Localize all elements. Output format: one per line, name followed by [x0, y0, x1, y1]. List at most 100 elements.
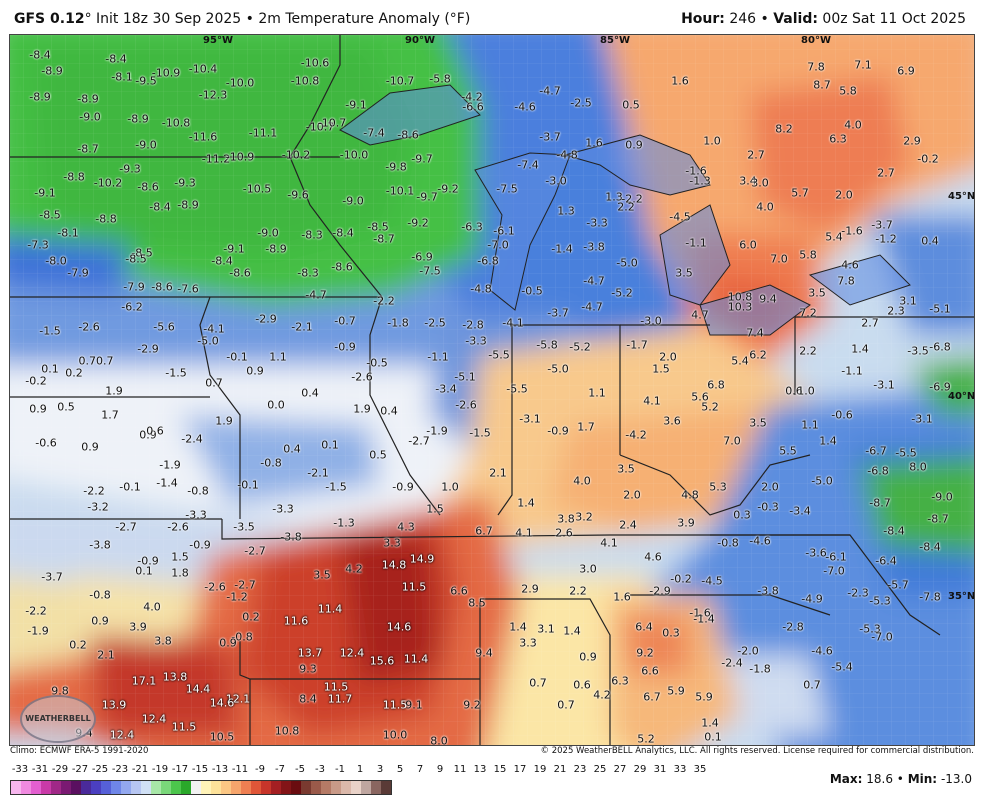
anomaly-value: -9.8: [385, 160, 407, 174]
longitude-label: 90°W: [405, 35, 435, 46]
anomaly-value: 2.4: [619, 518, 637, 532]
anomaly-value: -0.1: [226, 350, 248, 364]
anomaly-value: -1.6: [841, 224, 863, 238]
colorbar-swatch: [11, 781, 21, 794]
anomaly-value: 3.5: [749, 416, 767, 430]
anomaly-value: -8.7: [373, 232, 395, 246]
anomaly-value: 7.1: [854, 58, 872, 72]
colorbar-label: -25: [91, 764, 109, 775]
anomaly-value: -11.1: [248, 126, 278, 140]
anomaly-value: -0.5: [521, 284, 543, 298]
anomaly-value: -2.0: [737, 644, 759, 658]
anomaly-value: -3.0: [640, 314, 662, 328]
anomaly-value: 7.0: [723, 434, 741, 448]
colorbar-label: -31: [31, 764, 49, 775]
copyright-note: © 2025 WeatherBELL Analytics, LLC. All r…: [540, 746, 974, 756]
anomaly-value: -0.8: [717, 536, 739, 550]
anomaly-value: -3.7: [539, 130, 561, 144]
anomaly-value: 0.4: [301, 386, 319, 400]
valid-time: Hour: 246 • Valid: 00z Sat 11 Oct 2025: [681, 11, 966, 27]
anomaly-value: 3.3: [519, 636, 537, 650]
colorbar-label: 7: [416, 764, 424, 775]
anomaly-value: -9.5: [135, 74, 157, 88]
anomaly-value: -7.5: [419, 264, 441, 278]
anomaly-value: -5.8: [429, 72, 451, 86]
weatherbell-logo: WEATHERBELL: [20, 695, 96, 743]
anomaly-value: -1.1: [427, 350, 449, 364]
anomaly-value: -0.3: [757, 500, 779, 514]
anomaly-value: 5.9: [667, 684, 685, 698]
anomaly-value: 13.8: [162, 670, 188, 684]
anomaly-value: -3.3: [185, 508, 207, 522]
anomaly-map: 95°W 90°W 85°W 80°W 45°N 40°N 35°N -8.4 -8.4 -8…: [9, 34, 975, 746]
anomaly-value: -10.6: [300, 56, 330, 70]
anomaly-value: 9.4: [475, 646, 493, 660]
colorbar-swatch: [51, 781, 61, 794]
anomaly-value: -7.4: [363, 126, 385, 140]
valid-value: 00z Sat 11 Oct 2025: [822, 11, 966, 27]
anomaly-value: 14.8: [381, 558, 407, 572]
anomaly-value: 8.0: [909, 460, 927, 474]
anomaly-value: 3.0: [579, 562, 597, 576]
colorbar-label: -27: [71, 764, 89, 775]
anomaly-value: -2.1: [307, 466, 329, 480]
anomaly-value: 14.6: [386, 620, 412, 634]
anomaly-value: 3.8: [557, 512, 575, 526]
anomaly-value: -10.7: [385, 74, 415, 88]
anomaly-value: -8.6: [331, 260, 353, 274]
anomaly-value: 10.8: [727, 290, 753, 304]
anomaly-field: [10, 35, 974, 745]
anomaly-value: -6.1: [493, 224, 515, 238]
valid-label: Valid:: [773, 11, 818, 27]
anomaly-value: 0.4: [380, 404, 398, 418]
anomaly-value: -10.9: [225, 150, 255, 164]
anomaly-value: -8.5: [39, 208, 61, 222]
anomaly-value: 0.1: [321, 438, 339, 452]
anomaly-value: 0.2: [69, 638, 87, 652]
anomaly-value: -0.8: [231, 630, 253, 644]
anomaly-value: -2.9: [649, 584, 671, 598]
colorbar-strip: [10, 780, 392, 795]
anomaly-value: -6.8: [477, 254, 499, 268]
anomaly-value: 10.8: [274, 724, 300, 738]
anomaly-value: -3.7: [547, 306, 569, 320]
colorbar-swatch: [21, 781, 31, 794]
colorbar-labels: -33 -31 -29 -27 -25 -23 -21 -19 -17 -15 -13 -11 -9 -7…: [10, 764, 710, 778]
anomaly-value: -4.6: [811, 644, 833, 658]
anomaly-value: -4.7: [539, 84, 561, 98]
colorbar-label: 23: [573, 764, 587, 775]
anomaly-value: -0.7: [334, 314, 356, 328]
anomaly-value: 2.2: [617, 200, 635, 214]
anomaly-value: -9.6: [287, 188, 309, 202]
anomaly-value: 3.5: [675, 266, 693, 280]
anomaly-value: 1.6: [671, 74, 689, 88]
anomaly-value: -1.5: [39, 324, 61, 338]
colorbar-swatch: [241, 781, 251, 794]
anomaly-value: -2.6: [78, 320, 100, 334]
anomaly-value: -1.2: [875, 232, 897, 246]
anomaly-value: -9.0: [342, 194, 364, 208]
anomaly-value: -8.4: [883, 524, 905, 538]
anomaly-value: -8.0: [45, 254, 67, 268]
longitude-label: 95°W: [203, 35, 233, 46]
anomaly-value: -7.0: [487, 238, 509, 252]
anomaly-value: -8.7: [927, 512, 949, 526]
anomaly-value: -9.1: [223, 242, 245, 256]
anomaly-value: 8.5: [468, 596, 486, 610]
anomaly-value: -5.2: [569, 340, 591, 354]
colorbar-label: -21: [131, 764, 149, 775]
anomaly-value: -10.7: [305, 120, 335, 134]
colorbar-swatch: [121, 781, 131, 794]
anomaly-value: 11.7: [327, 692, 353, 706]
anomaly-value: 1.9: [215, 414, 233, 428]
anomaly-value: 1.4: [517, 496, 535, 510]
anomaly-value: 10.3: [727, 300, 753, 314]
anomaly-value: 2.7: [747, 148, 765, 162]
anomaly-value: 7.0: [770, 252, 788, 266]
colorbar-label: 17: [513, 764, 527, 775]
anomaly-value: -10.2: [93, 176, 123, 190]
anomaly-value: 11.6: [283, 614, 309, 628]
anomaly-value: 6.2: [749, 348, 767, 362]
anomaly-value: -0.8: [89, 588, 111, 602]
colorbar-swatch: [281, 781, 291, 794]
